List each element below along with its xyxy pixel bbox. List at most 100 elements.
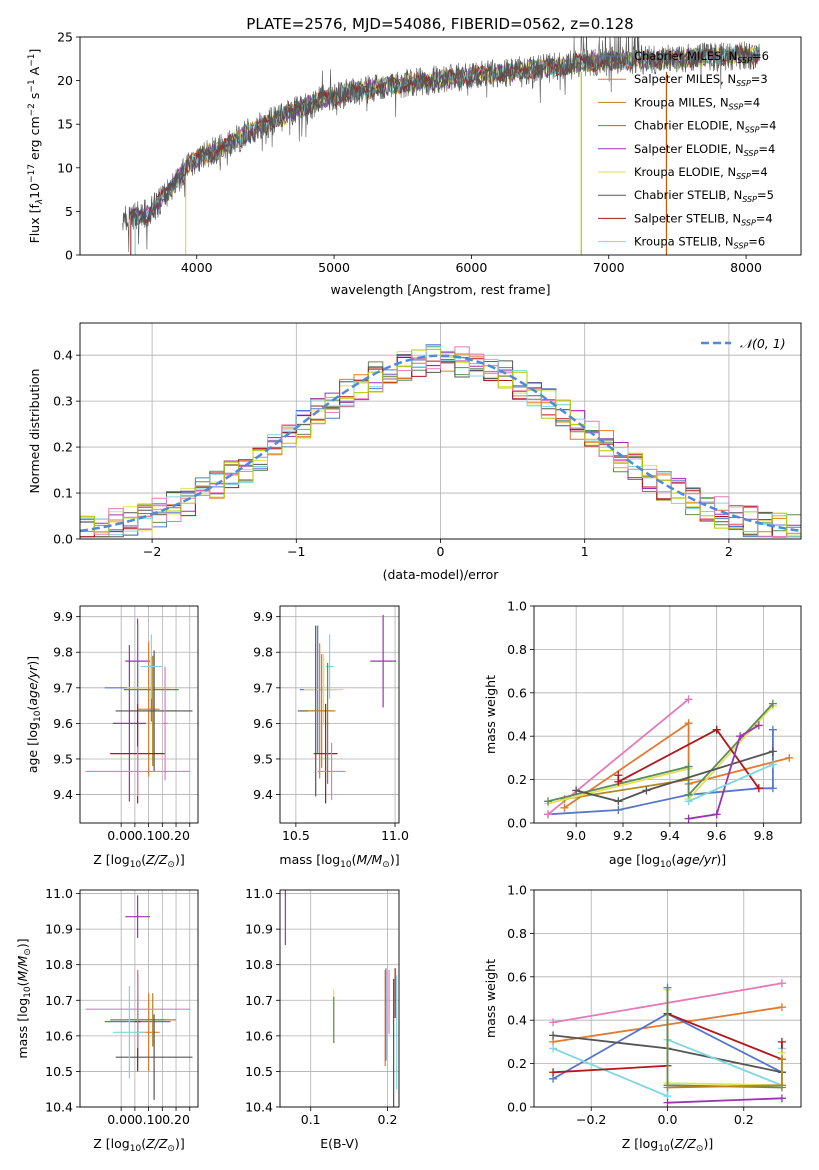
mass-vs-Z-xlabel: Z [log10(Z/Z⊙)] — [93, 1136, 184, 1154]
weight-point-marker — [754, 721, 763, 730]
weight_vs_age-ytick-label: 1.0 — [507, 599, 527, 614]
weight_vs_age-xtick-label: 9.4 — [660, 828, 680, 843]
legend-label: Kroupa STELIB, NSSP=6 — [634, 235, 765, 251]
residuals-xtick-label: 0 — [437, 544, 445, 559]
weight-point-marker — [736, 732, 745, 741]
weight-point-marker — [684, 797, 693, 806]
weight_vs_Z-ytick-label: 0.6 — [507, 969, 527, 984]
normal-curve — [80, 354, 801, 533]
weight-point-marker — [768, 725, 777, 734]
mass_vs_ebv-frame — [279, 889, 400, 1108]
weight_vs_Z-xtick-label: 0.2 — [734, 1112, 754, 1127]
weight_vs_Z-marks — [549, 979, 786, 1107]
weight_vs_age-xtick-label: 9.2 — [613, 828, 633, 843]
age_vs_Z-xtick-label: 0.00 — [107, 828, 135, 843]
weight-point-marker — [663, 1083, 672, 1092]
residuals-xtick-label: −2 — [143, 544, 161, 559]
age_vs_mass-xtick-label: 10.5 — [282, 828, 310, 843]
weight_vs_age-ytick-label: 0.8 — [507, 642, 527, 657]
weight-point-marker — [549, 1044, 558, 1053]
weight_vs_Z-ytick-label: 1.0 — [507, 883, 527, 898]
weight_vs_Z-ylabel: mass weight — [483, 959, 498, 1038]
age-vs-Z-xlabel: Z [log10(Z/Z⊙)] — [93, 852, 184, 870]
legend-label: Salpeter STELIB, NSSP=4 — [634, 211, 773, 227]
weight-point-marker — [785, 753, 794, 762]
spectrum-ytick-label: 0 — [65, 248, 73, 263]
spectrum-frame — [79, 36, 802, 256]
mass_vs_Z-xtick-label: 0.20 — [162, 1112, 190, 1127]
weight_vs_Z-frame — [533, 889, 802, 1108]
legend-label: Kroupa ELODIE, NSSP=4 — [634, 165, 768, 181]
weight_vs_Z-ytick-label: 0.4 — [507, 1013, 527, 1028]
age_vs_mass-ytick-label: 9.6 — [253, 716, 273, 731]
weight-line — [688, 763, 774, 803]
figure-title: PLATE=2576, MJD=54086, FIBERID=0562, z=0… — [246, 15, 633, 33]
weight-point-marker — [614, 777, 623, 786]
age_vs_Z-marks — [85, 618, 193, 804]
residual-histogram — [80, 346, 801, 537]
spectrum-axes: 4000 5000 6000 7000 8000 0 5 10 15 20 25 — [57, 30, 762, 276]
legend-label: Chabrier ELODIE, NSSP=4 — [634, 119, 776, 135]
residuals-ytick-label: 0.2 — [53, 440, 73, 455]
mass_vs_ebv-ytick-label: 10.5 — [245, 1064, 273, 1079]
age_vs_Z-axes: 0.00 0.10 0.20 9.4 9.5 9.6 9.7 9.8 9.9 — [53, 606, 198, 843]
legend-label: Chabrier MILES, NSSP=6 — [634, 49, 769, 65]
age_vs_Z-xtick-label: 0.10 — [135, 828, 163, 843]
weight-point-marker — [712, 725, 721, 734]
mass_vs_Z-marks — [85, 895, 193, 1100]
age_vs_Z-ytick-label: 9.5 — [53, 751, 73, 766]
mass-vs-ebv-xlabel: E(B-V) — [320, 1136, 359, 1151]
mass_vs_Z-ytick-label: 11.0 — [45, 886, 73, 901]
weight_vs_age-ytick-label: 0.2 — [507, 772, 527, 787]
mass_vs_Z-ytick-label: 10.4 — [45, 1100, 73, 1115]
weight-point-marker — [544, 797, 553, 806]
spectrum-legend: Chabrier MILES, NSSP=6 Salpeter MILES, NS… — [598, 49, 776, 251]
residuals-xtick-label: 2 — [725, 544, 733, 559]
weight_vs_age-ytick-label: 0.6 — [507, 685, 527, 700]
spectrum-ytick-label: 10 — [57, 160, 73, 175]
weight-point-marker — [549, 1068, 558, 1077]
mass_vs_Z-ytick-label: 10.5 — [45, 1064, 73, 1079]
weight_vs_age-ytick-label: 0.4 — [507, 729, 527, 744]
weight-point-marker — [768, 699, 777, 708]
age_vs_mass-ytick-label: 9.4 — [253, 787, 273, 802]
residuals-axes: −2 −1 0 1 2 0.0 0.1 0.2 0.3 0.4 — [53, 323, 801, 559]
spectrum-ylabel: Flux [fλ10−17 erg cm−2 s−1 A−1] — [27, 49, 45, 244]
weight-line — [547, 705, 774, 805]
weight-point-marker — [614, 797, 623, 806]
weight-line — [547, 698, 690, 815]
weight_vs_age-marks — [544, 695, 794, 823]
weight-point-marker — [614, 805, 623, 814]
legend-label: Kroupa MILES, NSSP=4 — [634, 95, 760, 111]
residuals-frame — [79, 322, 802, 540]
mass_vs_ebv-ytick-label: 10.4 — [245, 1100, 273, 1115]
weight_vs_Z-ytick-label: 0.0 — [507, 1100, 527, 1115]
spectrum-ytick-label: 25 — [57, 30, 73, 45]
residuals-ytick-label: 0.1 — [53, 486, 73, 501]
age_vs_mass-frame — [279, 605, 400, 824]
weight_vs_age-frame — [533, 605, 802, 824]
age_vs_mass-xtick-label: 11.0 — [381, 828, 409, 843]
weight-point-marker — [777, 1037, 786, 1046]
age_vs_mass-ytick-label: 9.9 — [253, 609, 273, 624]
residuals-ytick-label: 0.3 — [53, 394, 73, 409]
weight-line — [563, 721, 790, 809]
weight-point-marker — [684, 762, 693, 771]
weight-point-marker — [544, 810, 553, 819]
mass_vs_Z-ytick-label: 10.7 — [45, 993, 73, 1008]
age_vs_mass-marks — [297, 614, 397, 804]
weight-point-marker — [712, 810, 721, 819]
weight_vs_Z-xtick-label: 0.0 — [658, 1112, 678, 1127]
weight_vs_age-ytick-label: 0.0 — [507, 816, 527, 831]
weight_vs_age-xtick-label: 9.8 — [754, 828, 774, 843]
normal-legend-label: 𝒩(0, 1) — [740, 336, 786, 351]
weight-point-marker — [777, 979, 786, 988]
mass_vs_ebv-ytick-label: 11.0 — [245, 886, 273, 901]
spectrum-xtick-label: 5000 — [318, 260, 350, 275]
weight_vs_Z-ytick-label: 0.2 — [507, 1056, 527, 1071]
mass_vs_ebv-xtick-label: 0.2 — [378, 1112, 398, 1127]
age_vs_Z-ytick-label: 9.9 — [53, 609, 73, 624]
weight-point-marker — [754, 784, 763, 793]
residuals-marks — [80, 344, 801, 538]
spectrum-xtick-label: 4000 — [181, 260, 213, 275]
